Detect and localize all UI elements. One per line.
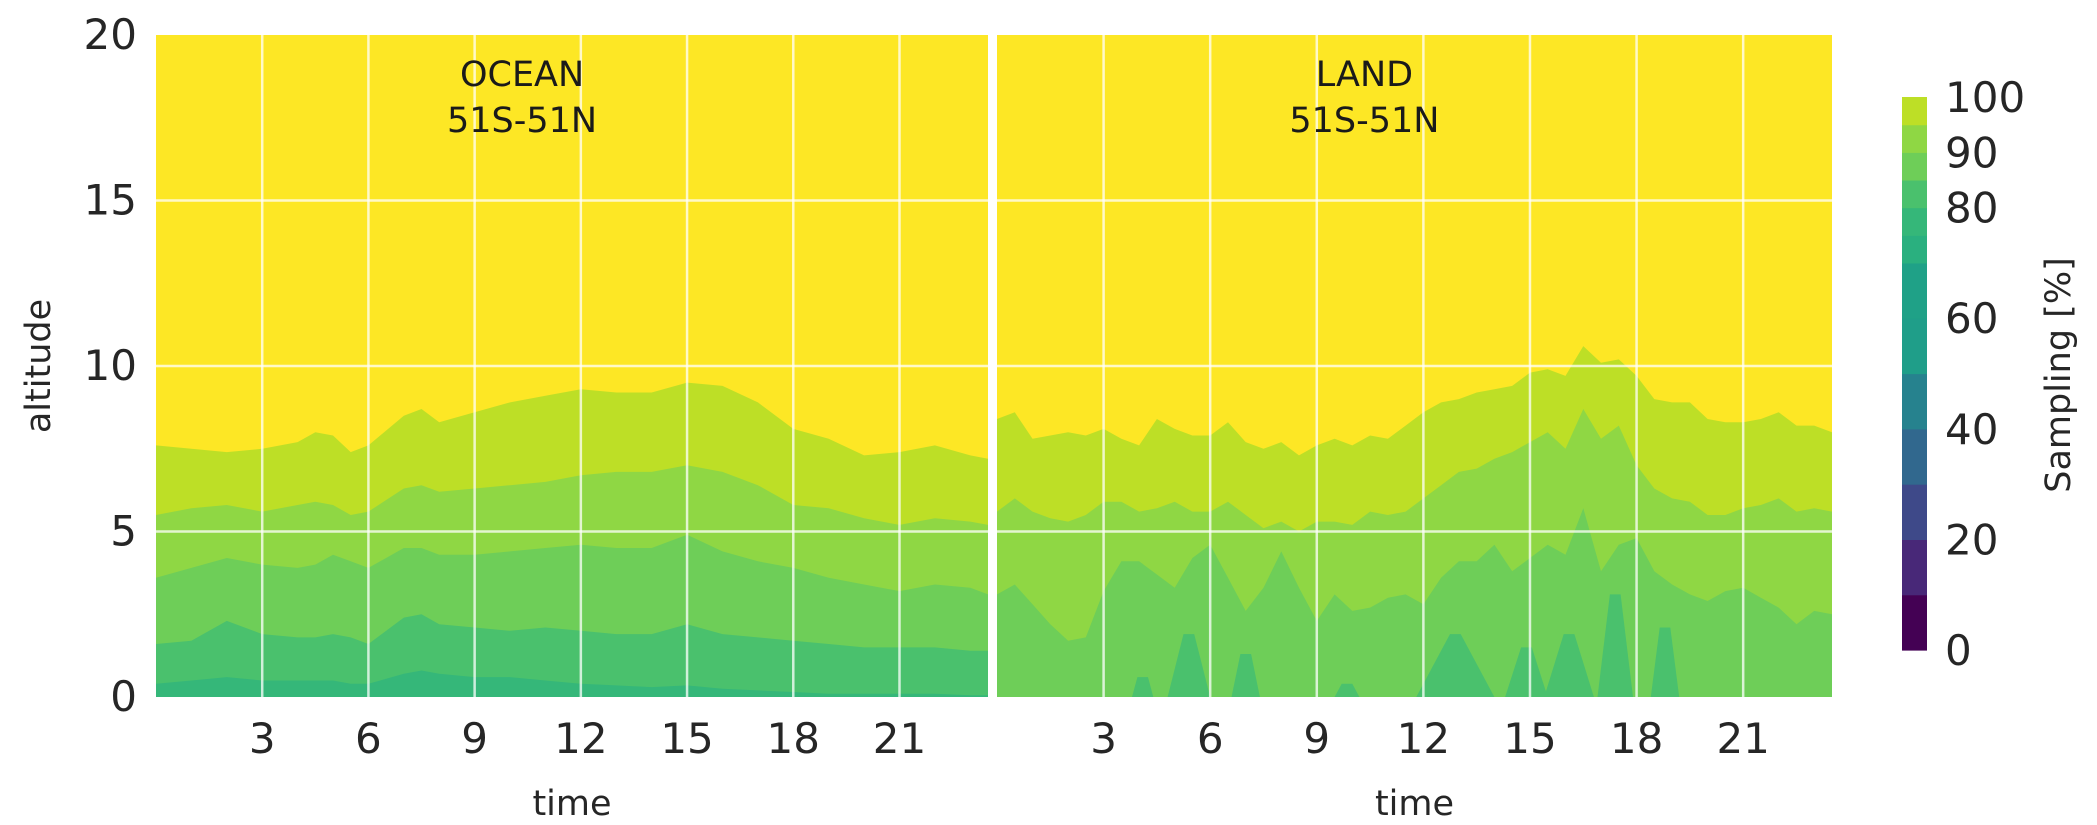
x-tick-label: 12	[1397, 714, 1450, 763]
y-tick-label: 5	[110, 507, 137, 556]
colorbar-tick-label: 100	[1945, 73, 2025, 122]
x-tick-label: 6	[355, 714, 382, 763]
x-axis-label: time	[532, 784, 611, 824]
panel-title-line-1: LAND	[1316, 55, 1413, 95]
colorbar-label: Sampling [%]	[2039, 257, 2079, 493]
colorbar-tick-label: 60	[1945, 294, 1998, 343]
contour-spike-80	[1650, 627, 1680, 697]
contour-spike-80	[1544, 634, 1594, 697]
contour-spike-80	[1231, 654, 1260, 697]
x-axis-label: time	[1375, 784, 1454, 824]
colorbar-segment	[1902, 179, 1927, 209]
contour-spike-80	[1167, 634, 1211, 697]
panel-title-line-2: 51S-51N	[1289, 101, 1439, 141]
x-tick-label: 18	[1610, 714, 1663, 763]
x-tick-label: 3	[1090, 714, 1117, 763]
y-axis-label: altitude	[19, 299, 59, 433]
colorbar-segment	[1902, 539, 1927, 596]
colorbar-segment	[1902, 124, 1927, 153]
colorbar-segment	[1902, 484, 1927, 540]
x-tick-label: 21	[1716, 714, 1769, 763]
colorbar-segment	[1902, 428, 1927, 485]
contour-spike-80	[1132, 677, 1154, 697]
x-tick-label: 18	[767, 714, 820, 763]
contour-spike-80	[1597, 594, 1633, 697]
colorbar-segment	[1902, 262, 1927, 319]
colorbar-segment	[1902, 373, 1927, 430]
x-tick-label: 9	[461, 714, 488, 763]
x-tick-label: 15	[1503, 714, 1556, 763]
x-tick-label: 12	[554, 714, 607, 763]
colorbar-tick-label: 90	[1945, 128, 1998, 177]
colorbar-segment	[1902, 207, 1927, 236]
contour-band-75	[156, 670, 988, 697]
colorbar-segment	[1902, 594, 1927, 651]
y-tick-label: 20	[84, 10, 137, 59]
contour-spike-80	[1334, 683, 1360, 697]
colorbar-tick-label: 0	[1945, 626, 1972, 675]
panel-title-line-1: OCEAN	[460, 55, 584, 95]
colorbar-segment	[1902, 152, 1927, 181]
colorbar-tick-label: 80	[1945, 184, 1998, 233]
y-tick-label: 10	[84, 341, 137, 390]
panel-title-line-2: 51S-51N	[447, 101, 597, 141]
x-tick-label: 6	[1197, 714, 1224, 763]
colorbar-segment	[1902, 97, 1927, 126]
x-tick-label: 3	[249, 714, 276, 763]
x-tick-label: 21	[873, 714, 926, 763]
contour-spike-80	[1505, 647, 1548, 697]
x-tick-label: 15	[660, 714, 713, 763]
colorbar-tick-label: 20	[1945, 515, 1998, 564]
colorbar-segment	[1902, 235, 1927, 264]
colorbar-tick-label: 40	[1945, 405, 1998, 454]
y-tick-label: 15	[84, 176, 137, 225]
contour-spike-80	[1416, 634, 1495, 697]
colorbar-segment	[1902, 318, 1927, 375]
x-tick-label: 9	[1303, 714, 1330, 763]
contour-band-80	[156, 614, 988, 697]
y-tick-label: 0	[110, 672, 137, 721]
